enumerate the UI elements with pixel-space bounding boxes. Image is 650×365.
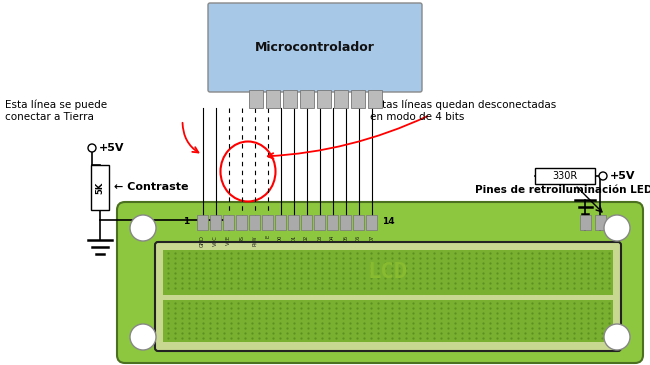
Text: +5V: +5V [610, 171, 636, 181]
Circle shape [130, 324, 156, 350]
Bar [236, 215, 247, 230]
Text: GND: GND [200, 235, 205, 247]
Text: D4: D4 [330, 235, 335, 242]
Bar [595, 215, 606, 230]
Text: VEE: VEE [226, 235, 231, 245]
Circle shape [599, 172, 607, 180]
Text: D6: D6 [356, 235, 361, 242]
Bar [353, 215, 364, 230]
Bar [366, 215, 377, 230]
FancyBboxPatch shape [208, 3, 422, 92]
Bar [197, 215, 208, 230]
Text: LCD: LCD [368, 262, 408, 283]
Circle shape [88, 144, 96, 152]
Text: 14: 14 [382, 218, 395, 227]
Bar [340, 215, 351, 230]
FancyBboxPatch shape [155, 242, 621, 351]
Bar [367, 90, 382, 108]
Text: D5: D5 [343, 235, 348, 242]
Bar [248, 90, 263, 108]
Text: R/W: R/W [252, 235, 257, 246]
Text: D0: D0 [278, 235, 283, 242]
Circle shape [130, 215, 156, 241]
Text: A: A [597, 218, 603, 227]
Bar [314, 215, 325, 230]
Bar [301, 215, 312, 230]
Text: 330R: 330R [552, 171, 578, 181]
Bar [163, 300, 613, 342]
Bar [223, 215, 234, 230]
Bar [327, 215, 338, 230]
Text: RS: RS [239, 235, 244, 242]
Bar [210, 215, 221, 230]
Bar [275, 215, 286, 230]
Bar [580, 215, 591, 230]
Text: VCC: VCC [213, 235, 218, 246]
Text: Esta línea se puede
conectar a Tierra: Esta línea se puede conectar a Tierra [5, 100, 107, 122]
Bar [265, 90, 280, 108]
Text: 5K: 5K [96, 181, 105, 193]
Text: +5V: +5V [99, 143, 125, 153]
Text: 1: 1 [183, 218, 189, 227]
Bar [317, 90, 330, 108]
Text: Microcontrolador: Microcontrolador [255, 41, 375, 54]
Bar [300, 90, 313, 108]
Text: Estas líneas quedan desconectadas
en modo de 4 bits: Estas líneas quedan desconectadas en mod… [370, 100, 556, 122]
Text: D2: D2 [304, 235, 309, 242]
Bar [91, 165, 109, 210]
Circle shape [604, 215, 630, 241]
Bar [350, 90, 365, 108]
Text: ← Contraste: ← Contraste [114, 182, 188, 192]
Circle shape [604, 324, 630, 350]
Text: E: E [265, 235, 270, 238]
FancyBboxPatch shape [117, 202, 643, 363]
Bar [333, 90, 348, 108]
Bar [163, 250, 613, 295]
Bar [535, 168, 595, 184]
Bar [249, 215, 260, 230]
Text: D7: D7 [369, 235, 374, 242]
Bar [288, 215, 299, 230]
Bar [283, 90, 296, 108]
Text: D3: D3 [317, 235, 322, 242]
Bar [262, 215, 273, 230]
Text: Pines de retroiluminación LED: Pines de retroiluminación LED [475, 185, 650, 195]
Text: D1: D1 [291, 235, 296, 242]
Text: K: K [582, 218, 588, 227]
